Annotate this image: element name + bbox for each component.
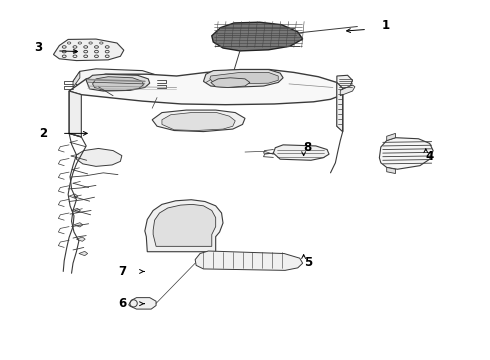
Polygon shape: [387, 167, 395, 174]
Text: 4: 4: [426, 150, 434, 163]
Polygon shape: [86, 74, 150, 91]
Polygon shape: [195, 251, 303, 270]
Text: 6: 6: [119, 297, 127, 310]
Polygon shape: [203, 69, 283, 87]
Polygon shape: [379, 138, 433, 169]
Text: 5: 5: [304, 256, 312, 269]
Polygon shape: [337, 82, 343, 132]
Text: 2: 2: [39, 127, 47, 140]
Text: 3: 3: [34, 41, 42, 54]
Polygon shape: [73, 86, 157, 93]
Polygon shape: [211, 78, 250, 87]
Polygon shape: [162, 113, 235, 131]
Polygon shape: [337, 82, 345, 132]
Polygon shape: [76, 237, 85, 241]
Text: 1: 1: [382, 19, 390, 32]
Polygon shape: [93, 77, 144, 90]
Polygon shape: [273, 145, 329, 160]
Polygon shape: [152, 110, 245, 132]
Polygon shape: [69, 194, 78, 198]
Text: 7: 7: [119, 265, 127, 278]
Polygon shape: [153, 204, 216, 246]
Polygon shape: [145, 200, 223, 252]
Polygon shape: [210, 72, 278, 84]
Polygon shape: [69, 69, 345, 105]
Polygon shape: [212, 22, 303, 51]
Polygon shape: [69, 91, 81, 137]
Polygon shape: [340, 85, 355, 96]
Polygon shape: [337, 75, 352, 89]
Polygon shape: [73, 69, 162, 90]
Polygon shape: [53, 39, 124, 60]
Polygon shape: [72, 208, 80, 213]
Polygon shape: [74, 223, 83, 227]
Text: 8: 8: [304, 141, 312, 154]
Polygon shape: [76, 148, 122, 166]
Polygon shape: [73, 71, 80, 87]
Polygon shape: [79, 251, 88, 256]
Polygon shape: [129, 298, 156, 309]
Polygon shape: [387, 134, 395, 140]
